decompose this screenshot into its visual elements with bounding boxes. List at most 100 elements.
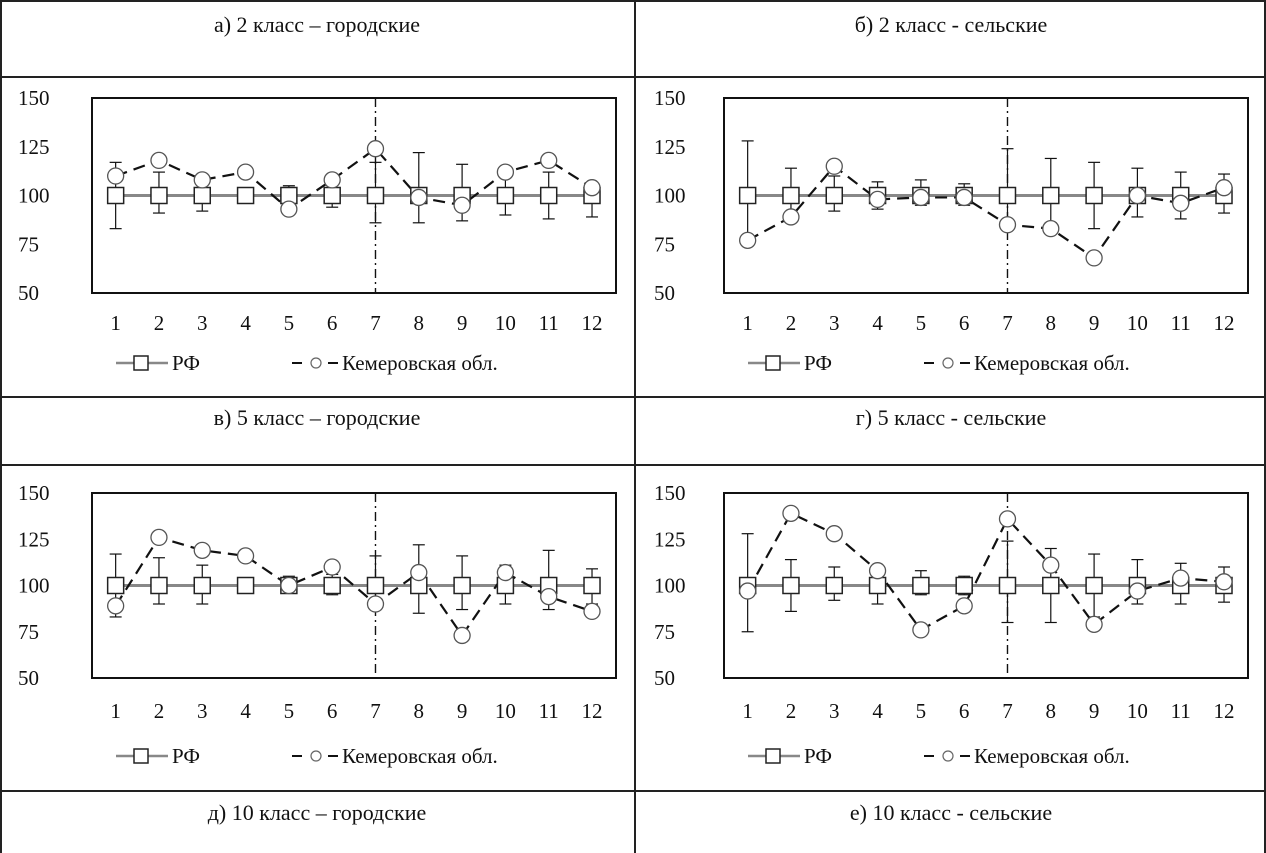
table-row-divider-4 <box>0 790 1266 792</box>
point-kemerovo <box>366 140 385 158</box>
point-rf <box>193 186 212 205</box>
point-kemerovo <box>496 163 515 181</box>
point-kemerovo <box>1215 179 1233 197</box>
point-kemerovo <box>955 188 973 207</box>
point-kemerovo <box>1042 556 1060 574</box>
point-kemerovo <box>825 157 843 175</box>
y-tick-label: 75 <box>18 620 39 644</box>
x-tick-label: 8 <box>1046 311 1057 335</box>
point-kemerovo <box>739 582 757 600</box>
x-tick-label: 2 <box>786 699 797 723</box>
legend-marker-kemerovo <box>310 357 322 369</box>
x-tick-label: 10 <box>495 311 516 335</box>
y-tick-label: 50 <box>18 666 39 690</box>
x-tick-label: 1 <box>742 311 753 335</box>
table-vertical-divider <box>634 0 636 853</box>
title-panel-v: в) 5 класс – городские <box>213 405 421 430</box>
point-rf <box>323 576 341 595</box>
point-kemerovo <box>280 576 298 595</box>
y-tick-label: 150 <box>654 86 686 110</box>
title-panel-b: б) 2 класс - сельские <box>854 12 1048 37</box>
point-rf <box>453 576 471 595</box>
legend-label-rf: РФ <box>804 744 832 768</box>
y-tick-label: 125 <box>654 135 686 159</box>
point-rf <box>825 576 844 595</box>
point-kemerovo <box>1085 615 1103 634</box>
legend-label-kemerovo: Кемеровская обл. <box>342 744 498 768</box>
x-tick-label: 12 <box>582 311 603 335</box>
point-kemerovo <box>193 541 211 559</box>
legend-label-kemerovo: Кемеровская обл. <box>974 744 1130 768</box>
x-tick-label: 10 <box>1127 311 1148 335</box>
point-kemerovo <box>410 563 428 582</box>
x-tick-label: 7 <box>1002 311 1013 335</box>
x-tick-label: 6 <box>959 699 970 723</box>
point-rf <box>106 576 125 595</box>
x-tick-label: 7 <box>1002 699 1013 723</box>
point-kemerovo <box>1172 194 1190 212</box>
point-rf <box>868 576 887 595</box>
point-rf <box>583 576 601 595</box>
y-tick-label: 100 <box>654 574 686 598</box>
x-tick-label: 9 <box>457 699 468 723</box>
point-kemerovo <box>955 597 973 615</box>
point-kemerovo <box>998 510 1017 528</box>
x-tick-label: 5 <box>916 311 927 335</box>
x-tick-label: 6 <box>327 311 338 335</box>
x-tick-label: 9 <box>1089 699 1100 723</box>
table-row-divider-1 <box>0 76 1266 78</box>
point-kemerovo <box>323 171 341 189</box>
point-rf <box>193 576 212 595</box>
x-tick-label: 5 <box>284 699 295 723</box>
x-tick-label: 5 <box>916 699 927 723</box>
legend-marker-kemerovo <box>310 750 322 762</box>
x-tick-label: 9 <box>1089 311 1100 335</box>
point-kemerovo <box>1172 569 1190 587</box>
x-tick-label: 11 <box>1171 311 1191 335</box>
y-tick-label: 125 <box>654 527 686 551</box>
y-tick-label: 50 <box>18 281 39 305</box>
title-panel-d: д) 10 класс – городские <box>207 800 427 825</box>
point-kemerovo <box>236 547 255 565</box>
plot-frame <box>91 492 617 679</box>
point-rf <box>998 186 1017 205</box>
point-rf <box>782 576 800 595</box>
x-tick-label: 6 <box>959 311 970 335</box>
point-kemerovo <box>410 188 428 207</box>
x-tick-label: 10 <box>1127 699 1148 723</box>
point-rf <box>1085 186 1103 205</box>
x-tick-label: 3 <box>197 311 208 335</box>
point-kemerovo <box>998 216 1017 234</box>
legend-marker-kemerovo <box>942 357 954 369</box>
point-kemerovo <box>323 558 341 576</box>
legend-label-rf: РФ <box>172 744 200 768</box>
point-kemerovo <box>583 602 601 621</box>
point-kemerovo <box>1215 573 1233 591</box>
x-tick-label: 6 <box>327 699 338 723</box>
legend-marker-rf <box>133 748 149 764</box>
point-kemerovo <box>280 200 298 218</box>
x-tick-label: 10 <box>495 699 516 723</box>
series-line-kemerovo <box>746 511 1225 632</box>
series-line-kemerovo <box>747 164 1225 260</box>
x-tick-label: 2 <box>154 699 165 723</box>
point-rf <box>106 186 125 205</box>
x-tick-label: 4 <box>872 699 883 723</box>
y-tick-label: 100 <box>18 574 50 598</box>
x-tick-label: 8 <box>1046 699 1057 723</box>
point-kemerovo <box>1042 219 1060 238</box>
table-top-border <box>0 0 1266 2</box>
x-tick-label: 8 <box>414 311 425 335</box>
table-left-border <box>0 0 2 853</box>
point-rf <box>955 576 973 595</box>
point-rf <box>150 186 168 205</box>
legend-marker-rf <box>765 748 781 764</box>
point-kemerovo <box>107 167 125 185</box>
title-panel-g: г) 5 класс - сельские <box>855 405 1047 430</box>
x-tick-label: 7 <box>370 311 381 335</box>
point-rf <box>236 576 255 595</box>
point-rf <box>998 576 1017 595</box>
